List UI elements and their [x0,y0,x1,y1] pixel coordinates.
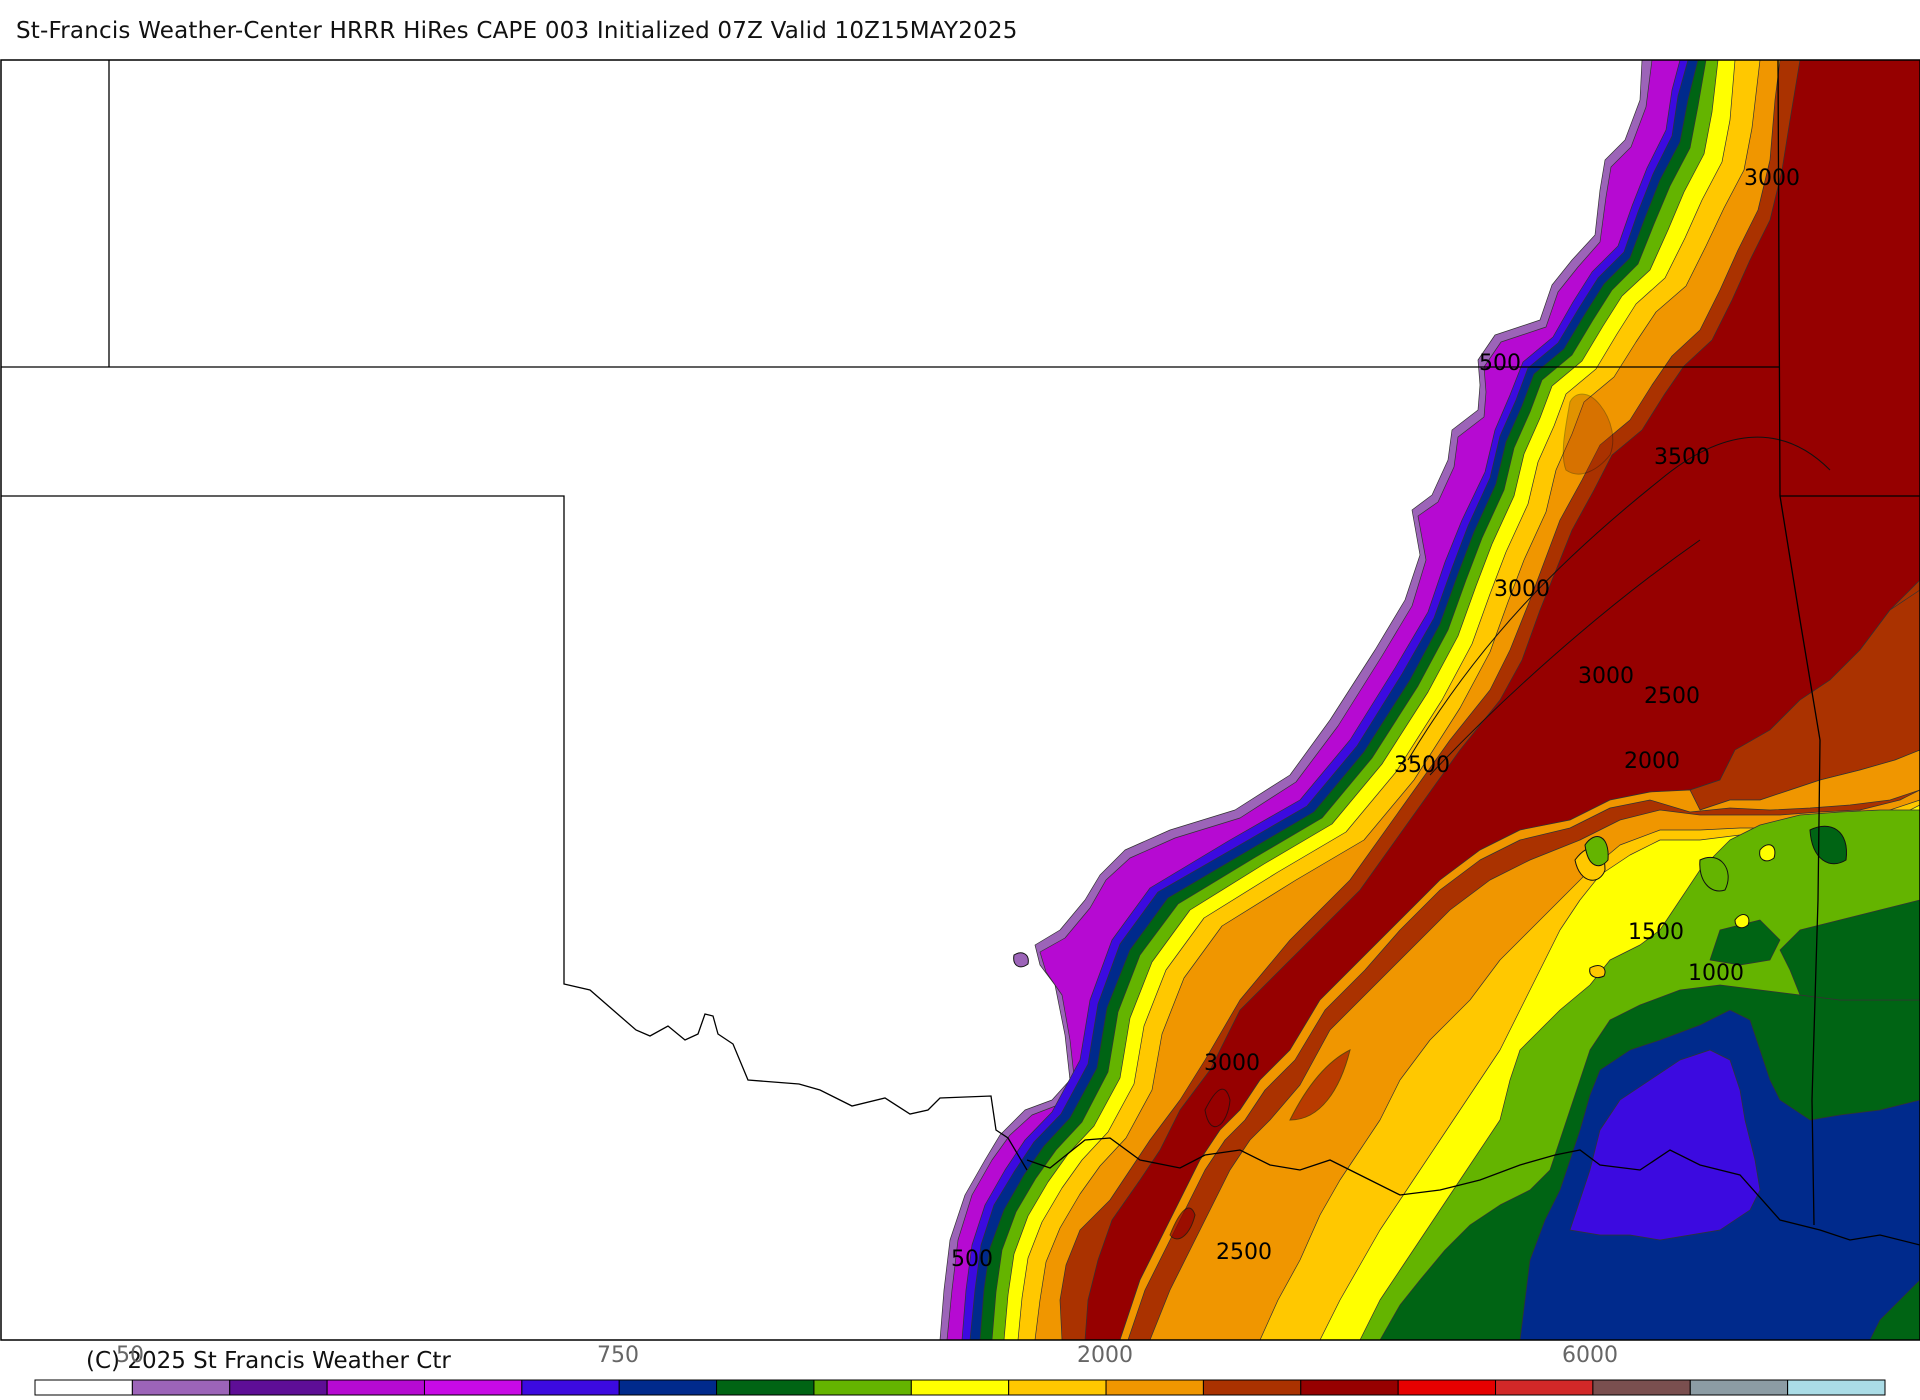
colorbar-swatch [423,1379,523,1396]
colorbar-swatch [229,1379,328,1396]
boundaries [1,60,1920,1246]
colorbar-swatch [1202,1379,1302,1396]
map-frame [0,59,1920,1341]
colorbar-label: 6000 [1562,1343,1618,1368]
contour-label: 3500 [1394,753,1450,778]
colorbar-swatch [1397,1379,1497,1396]
colorbar-label: 50 [116,1343,144,1368]
inner-contours [1013,393,1847,1240]
colorbar-swatch [1592,1379,1691,1396]
contour-label: 500 [951,1247,993,1272]
colorbar-swatch [910,1379,1010,1396]
oklahoma-border [1,495,1028,1171]
contour-label: 3000 [1744,166,1800,191]
colorbar-swatch [1300,1379,1399,1396]
contour-label: 3000 [1204,1051,1260,1076]
contour-label: 500 [1479,351,1521,376]
cape-band-19 [1569,1049,1761,1241]
colorbar-label: 750 [597,1343,639,1368]
contour-label: 3000 [1494,577,1550,602]
contour-label: 2500 [1216,1240,1272,1265]
contour-label: 3000 [1578,664,1634,689]
colorbar-swatch [521,1379,620,1396]
cape-bands [939,60,1920,1340]
colorbar-swatch [326,1379,425,1396]
red-river-border [1026,1137,1920,1246]
colorbar-swatch [618,1379,718,1396]
colorbar-swatch [1105,1379,1204,1396]
contour-label: 2500 [1644,684,1700,709]
colorbar-swatch [131,1379,231,1396]
colorbar-swatch [1008,1379,1107,1396]
cape-band-21 [1709,919,1781,966]
contour-label: 1500 [1628,920,1684,945]
colorbar-swatch [813,1379,912,1396]
copyright-text: (C) 2025 St Francis Weather Ctr [86,1348,451,1374]
contour-label: 2000 [1624,749,1680,774]
colorbar [34,1379,1886,1396]
colorbar-label: 2000 [1077,1343,1133,1368]
cape-band-20 [1779,899,1920,1001]
colorbar-swatch [1787,1379,1886,1396]
colorbar-swatch [1495,1379,1594,1396]
contour-label: 3500 [1654,445,1710,470]
colorbar-swatch [716,1379,815,1396]
chart-title: St-Francis Weather-Center HRRR HiRes CAP… [16,18,1018,44]
contour-label: 1000 [1688,961,1744,986]
colorbar-swatch [34,1379,133,1396]
colorbar-swatch [1689,1379,1789,1396]
cape-band-12 [1119,749,1920,1340]
